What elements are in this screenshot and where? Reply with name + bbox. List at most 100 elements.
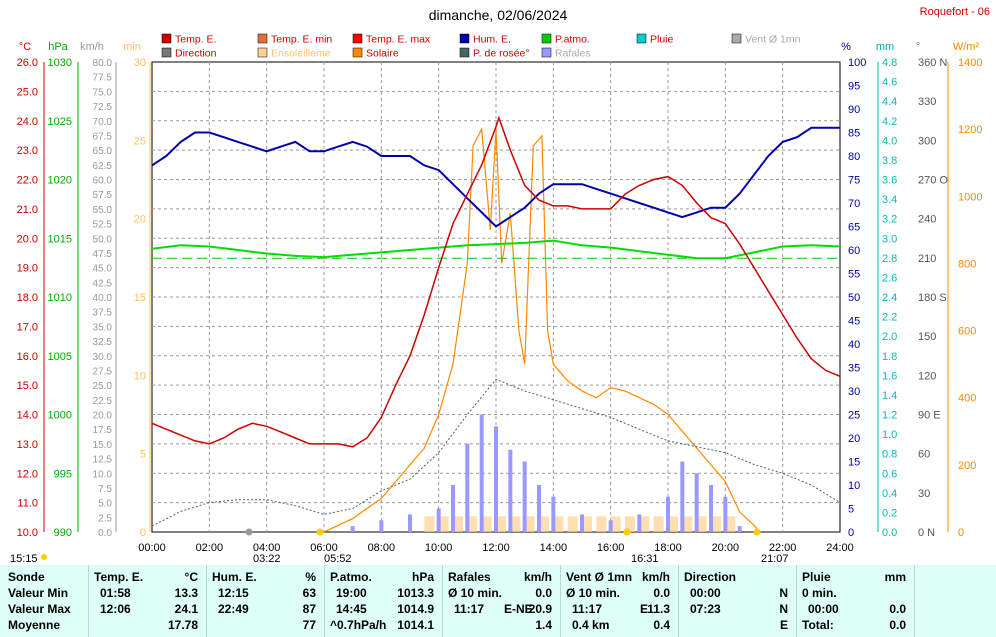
legend-label: Direction: [175, 48, 217, 60]
tick-label-rain: 3.6: [882, 175, 897, 187]
axis-unit-pressure: hPa: [48, 41, 68, 53]
hum-max: 87: [302, 602, 316, 616]
legend-swatch: [459, 47, 470, 58]
tick-label-wind: 70.0: [93, 117, 113, 128]
header-hum: Hum. E.: [212, 570, 257, 584]
sunshine-bar: [639, 516, 650, 532]
tick-label-rain: 1.4: [882, 390, 897, 402]
tick-label-wind: 77.5: [93, 73, 113, 84]
tick-label-humidity: 55: [848, 269, 860, 281]
legend-swatch: [257, 47, 268, 58]
tick-label-sun: 25: [134, 135, 146, 147]
tick-label-sun: 20: [134, 214, 146, 226]
tick-label-rain: 4.6: [882, 77, 897, 89]
temp-avg: 17.78: [167, 618, 198, 632]
vent-avg: 0.4: [653, 618, 670, 632]
legend-swatch: [161, 33, 172, 44]
tick-label-temp: 12.0: [17, 468, 38, 480]
tick-label-rain: 0.8: [882, 449, 897, 461]
tick-label-temp: 20.0: [17, 233, 38, 245]
tick-label-rain: 3.2: [882, 214, 897, 226]
tick-label-wind: 52.5: [93, 220, 113, 231]
gust-bar: [522, 461, 527, 532]
summary-col-rafales: Rafales km/h Ø 10 min. 0.0 11:17 E-NE 20…: [442, 565, 561, 637]
tick-label-temp: 21.0: [17, 204, 38, 216]
patmo-trend: ^0.7hPa/h: [330, 618, 387, 632]
tick-label-wind: 50.0: [93, 234, 113, 245]
legend-label: Temp. E.: [175, 34, 216, 46]
tick-label-pressure: 1025: [48, 116, 72, 128]
tick-label-direction: 30: [918, 488, 930, 500]
axis-unit-temp: °C: [19, 41, 31, 53]
tick-label-rain: 1.2: [882, 410, 897, 422]
sunset-marker: [753, 528, 761, 536]
sunshine-bar: [453, 516, 463, 532]
x-tick-label: 06:00: [310, 542, 338, 554]
gust-bar: [608, 520, 613, 532]
vent-max: 11.3: [647, 602, 670, 616]
axis-unit-humidity: %: [841, 41, 851, 53]
sunshine-bar: [711, 516, 721, 532]
tick-label-humidity: 45: [848, 316, 860, 328]
tick-label-rain: 3.0: [882, 233, 897, 245]
tick-label-solar: 1200: [958, 124, 982, 136]
gust-bar: [580, 514, 584, 532]
x-tick-label: 08:00: [368, 542, 396, 554]
sunshine-bar: [567, 516, 578, 532]
tick-label-solar: 400: [958, 393, 976, 405]
gust-bar: [379, 520, 384, 532]
tick-label-direction: 60: [918, 449, 930, 461]
sunshine-bar: [539, 516, 549, 532]
sunshine-bar: [625, 516, 635, 532]
tick-label-wind: 30.0: [93, 352, 113, 363]
axis-unit-wind: km/h: [80, 41, 104, 53]
tick-label-pressure: 1005: [48, 351, 72, 363]
tick-label-wind: 37.5: [93, 308, 113, 319]
tick-label-rain: 3.8: [882, 155, 897, 167]
x-tick-label: 22:00: [769, 542, 797, 554]
tick-label-humidity: 35: [848, 363, 860, 375]
gust-bar: [737, 526, 742, 532]
legend-swatch: [541, 33, 552, 44]
legend-label: Ensoleilleme: [271, 48, 331, 60]
tick-label-wind: 55.0: [93, 205, 113, 216]
tick-label-temp: 24.0: [17, 116, 38, 128]
row-label-avg: Moyenne: [8, 618, 61, 632]
tick-label-wind: 72.5: [93, 102, 113, 113]
axes: 26.0 25.0 24.0 23.0 22.0 21.0 20.0 19.0 18.0 17.0…: [17, 57, 983, 554]
rafales-avg: 1.4: [535, 618, 552, 632]
tick-label-rain: 2.0: [882, 331, 897, 343]
corner-sun-icon: [41, 554, 47, 560]
tick-label-wind: 27.5: [93, 366, 113, 377]
legend-swatch: [731, 33, 742, 44]
tick-label-rain: 0.6: [882, 468, 897, 480]
x-tick-label: 04:00: [253, 542, 281, 554]
header-pluie: Pluie: [802, 570, 831, 584]
x-tick-label: 02:00: [196, 542, 224, 554]
tick-label-wind: 12.5: [93, 455, 113, 466]
patmo-max-time: 14:45: [336, 602, 367, 616]
pluie-min-time: 0 min.: [802, 586, 837, 600]
tick-label-sun: 10: [134, 370, 146, 382]
tick-label-direction: 150: [918, 331, 936, 343]
corner-time: 15:15: [10, 553, 38, 565]
vent-max-dir: E: [640, 602, 649, 616]
tick-label-humidity: 5: [848, 504, 854, 516]
marker-time: 05:52: [324, 553, 352, 565]
tick-label-humidity: 95: [848, 81, 860, 93]
tick-label-sun: 0: [140, 527, 146, 539]
legend-label: Hum. E.: [473, 34, 511, 46]
tick-label-wind: 42.5: [93, 278, 113, 289]
weather-chart: dimanche, 02/06/2024 Roquefort - 06 Temp…: [10, 6, 990, 565]
sunshine-bar: [696, 516, 707, 532]
gust-bar: [537, 485, 541, 532]
legend-swatch: [459, 33, 470, 44]
temp-min-time: 01:58: [100, 586, 131, 600]
tick-label-humidity: 0: [848, 527, 854, 539]
header-pluie-unit: mm: [884, 570, 906, 584]
tick-label-direction: 210: [918, 253, 936, 265]
legend-swatch: [161, 47, 172, 58]
tick-label-humidity: 15: [848, 457, 860, 469]
sunshine-bar: [438, 516, 449, 532]
row-label-min: Valeur Min: [8, 586, 69, 600]
